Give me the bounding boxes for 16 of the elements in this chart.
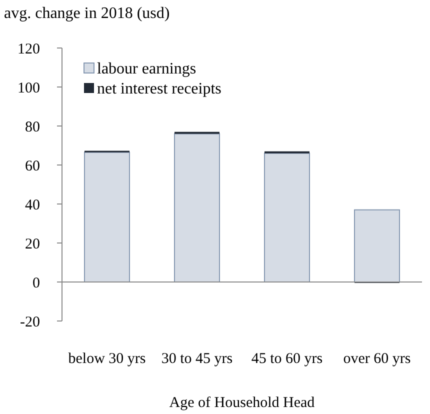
y-tick-label: -20 xyxy=(20,314,40,330)
y-tick-label: 100 xyxy=(18,80,40,96)
y-tick-label: 40 xyxy=(25,197,40,214)
y-tick-label: 60 xyxy=(25,158,40,174)
y-tick-label: 80 xyxy=(25,119,40,136)
x-tick-label: below 30 yrs xyxy=(68,351,146,367)
y-tick-label: 0 xyxy=(32,275,40,292)
y-axis-title: avg. change in 2018 (usd) xyxy=(4,5,170,22)
x-axis-title: Age of Household Head xyxy=(169,395,316,411)
x-tick-label: 45 to 60 yrs xyxy=(251,351,323,367)
y-tick-label: 120 xyxy=(18,41,40,58)
legend-label: labour earnings xyxy=(97,60,196,78)
x-tick-label: 30 to 45 yrs xyxy=(161,351,233,367)
y-tick-label: 20 xyxy=(25,236,40,252)
legend-label: net interest receipts xyxy=(97,80,222,98)
x-tick-label: over 60 yrs xyxy=(343,351,411,367)
